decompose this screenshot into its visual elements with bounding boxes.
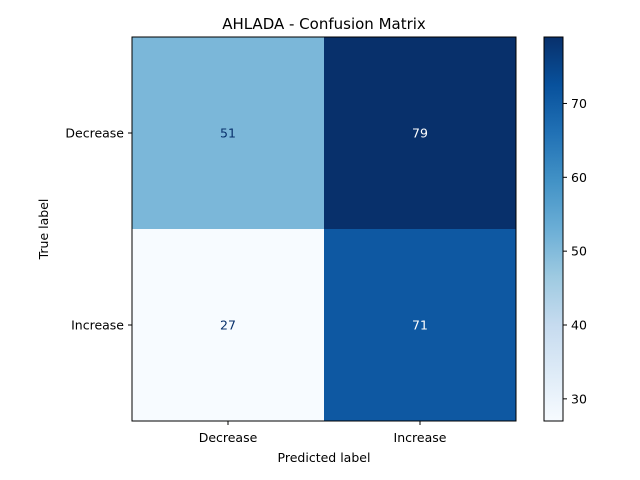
colorbar-ticks: 30 40 50 60 70 (563, 96, 587, 406)
cell-value-label: 51 (220, 126, 236, 141)
y-tick-label: Increase (71, 318, 124, 333)
colorbar (543, 36, 564, 422)
x-tick-label: Decrease (199, 430, 258, 445)
heatmap-cell (132, 37, 324, 229)
colorbar-tick-label: 30 (571, 391, 587, 406)
heatmap-cell (324, 229, 516, 421)
x-axis-label: Predicted label (278, 450, 371, 465)
y-axis-label: True label (36, 199, 51, 261)
cell-value-label: 27 (220, 318, 236, 333)
y-tick-label: Decrease (65, 126, 124, 141)
x-axis: Decrease Increase (199, 421, 447, 445)
heatmap-cell (324, 37, 516, 229)
chart-title: AHLADA - Confusion Matrix (222, 15, 426, 33)
colorbar-tick-label: 40 (571, 318, 587, 333)
x-tick-label: Increase (394, 430, 447, 445)
y-axis: Decrease Increase (65, 126, 132, 333)
heatmap-cell (132, 229, 324, 421)
colorbar-tick-label: 60 (571, 170, 587, 185)
colorbar-tick-label: 50 (571, 244, 587, 259)
cell-value-label: 79 (412, 126, 428, 141)
plot-frame (131, 36, 517, 422)
heatmap-cells: 51 79 27 71 (132, 37, 516, 421)
cell-value-label: 71 (412, 318, 428, 333)
colorbar-tick-label: 70 (571, 96, 587, 111)
